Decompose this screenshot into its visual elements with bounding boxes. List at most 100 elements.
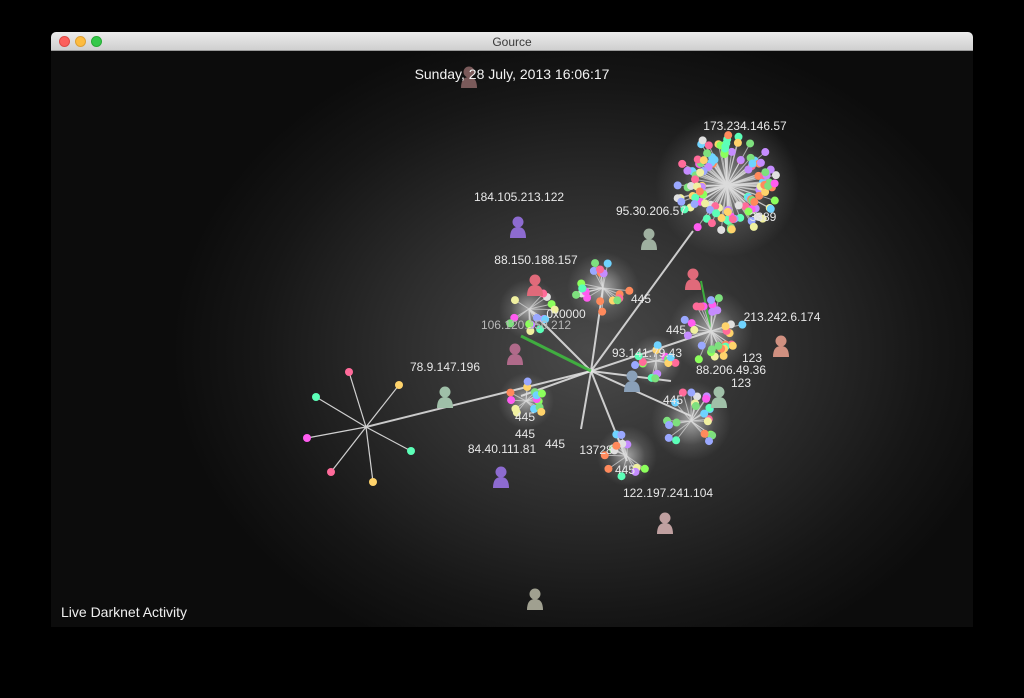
user-avatar-icon [685, 268, 701, 290]
file-node [703, 149, 712, 158]
file-node [707, 219, 716, 228]
user-avatar-icon [657, 512, 673, 534]
port-label: 13728 [579, 443, 613, 457]
ip-label: 88.206.49.36 [696, 363, 766, 377]
file-node [631, 467, 640, 476]
visualization-canvas[interactable]: 173.234.146.57 184.105.213.122 95.30.206.5… [51, 51, 973, 627]
file-node [738, 320, 747, 329]
file-edge [674, 402, 692, 422]
file-node [761, 168, 770, 177]
file-edge [365, 426, 412, 452]
datetime-label: Sunday, 28 July, 2013 16:06:17 [414, 66, 610, 82]
file-node [537, 407, 546, 416]
file-node [744, 207, 753, 216]
file-node [506, 388, 515, 397]
file-node [666, 353, 675, 362]
file-node [719, 351, 728, 360]
file-node [596, 297, 605, 306]
file-node [727, 225, 736, 234]
zoom-button[interactable] [91, 36, 102, 47]
port-label: 0x0000 [546, 307, 586, 321]
file-node [724, 131, 733, 140]
user-avatar-icon [510, 216, 526, 238]
file-node [749, 222, 758, 231]
file-node [687, 388, 696, 397]
user-avatar-icon [711, 386, 727, 408]
ip-label: 106.120.150.212 [481, 318, 571, 332]
file-node [734, 132, 743, 141]
file-node [753, 212, 762, 221]
minimize-button[interactable] [75, 36, 86, 47]
file-node [677, 197, 686, 206]
file-node [748, 159, 757, 168]
user-avatar-icon [507, 343, 523, 365]
file-node [510, 296, 519, 305]
file-node [707, 345, 716, 354]
file-node [693, 223, 702, 232]
port-label: 445 [615, 463, 635, 477]
user-avatar-icon [773, 335, 789, 357]
file-edge [696, 306, 712, 332]
port-label: 123 [731, 376, 751, 390]
port-label: 445 [666, 323, 686, 337]
file-node [761, 188, 770, 197]
file-node [617, 430, 626, 439]
file-node [766, 204, 775, 213]
file-node [604, 464, 613, 473]
ip-label: 88.150.188.157 [494, 253, 578, 267]
file-node [653, 341, 662, 350]
file-node [603, 259, 612, 268]
file-node [638, 358, 647, 367]
file-node [712, 209, 721, 218]
file-node [687, 181, 696, 190]
ip-label: 78.9.147.196 [410, 360, 480, 374]
file-edge [675, 420, 692, 441]
file-node [532, 313, 541, 322]
file-node [537, 389, 546, 398]
ip-label: 173.234.146.57 [703, 119, 787, 133]
close-button[interactable] [59, 36, 70, 47]
network-graph: 173.234.146.57 184.105.213.122 95.30.206.5… [303, 66, 821, 610]
file-node [664, 433, 673, 442]
file-node [733, 138, 742, 147]
file-node [600, 451, 609, 460]
file-edge [330, 426, 367, 473]
file-node [625, 286, 634, 295]
caption-label: Live Darknet Activity [61, 604, 188, 620]
file-node [717, 214, 726, 223]
port-label: 445 [545, 437, 565, 451]
gource-window: Gource 173.234.146.57 184.105.213.122 95.3… [51, 32, 973, 627]
port-label: 445 [663, 393, 683, 407]
file-node [734, 201, 743, 210]
file-node [704, 141, 713, 150]
user-avatar-icon [624, 370, 640, 392]
file-node [612, 441, 621, 450]
file-node [728, 341, 737, 350]
dir-edge [590, 370, 692, 417]
file-edge [682, 392, 692, 422]
port-label: 123 [742, 351, 762, 365]
file-node [721, 142, 730, 151]
file-node [672, 436, 681, 445]
user-avatar-icon [493, 466, 509, 488]
user-avatar-icon [437, 386, 453, 408]
file-node [598, 307, 607, 316]
port-label: 3389 [750, 210, 777, 224]
file-node [541, 315, 550, 324]
file-node [680, 315, 689, 324]
dir-edge [365, 370, 592, 428]
title-bar[interactable]: Gource [51, 32, 973, 51]
file-edge [306, 426, 367, 439]
file-node [327, 468, 335, 476]
file-node [671, 358, 680, 367]
file-node [770, 179, 779, 188]
file-edge [721, 184, 728, 219]
file-edge [726, 159, 742, 186]
file-node [395, 381, 403, 389]
file-edge [726, 142, 739, 186]
user-avatar-icon [461, 66, 477, 88]
file-node [701, 199, 710, 208]
file-node [651, 374, 660, 383]
file-edge [726, 157, 752, 186]
file-edge [694, 178, 728, 186]
